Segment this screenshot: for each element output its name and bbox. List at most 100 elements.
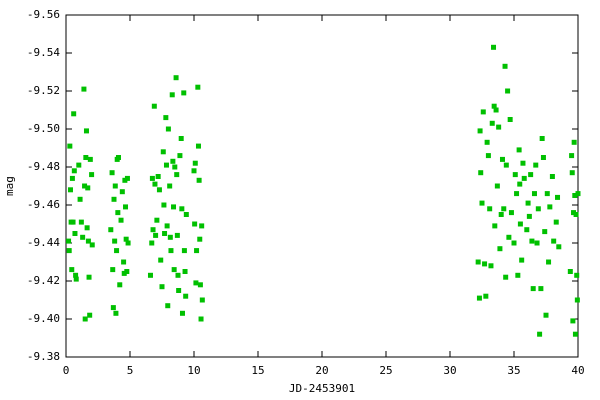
point [511,240,517,246]
point [177,153,183,159]
point [165,126,171,132]
point [167,183,173,189]
point [194,248,200,254]
point [485,153,491,159]
x-tick-label: 25 [379,364,392,377]
point [84,225,90,231]
point [77,196,83,202]
point [76,162,82,168]
point [123,204,129,210]
point [493,107,499,113]
point [555,194,561,200]
point [192,221,198,227]
point [519,257,525,263]
point [164,223,170,229]
point [153,232,159,238]
point [197,282,203,288]
point [86,274,92,280]
point [480,109,486,115]
y-tick-label: -9.50 [27,122,60,135]
point [539,136,545,141]
point [71,111,77,117]
point [537,331,543,337]
point [540,155,546,160]
point [499,156,505,162]
point [171,204,177,210]
y-tick-label: -9.52 [27,84,60,97]
point [115,155,121,160]
point [501,206,507,212]
point [496,124,502,130]
x-tick-label: 15 [251,364,264,377]
point [154,217,160,223]
point [567,269,573,274]
point [521,175,527,181]
point [538,286,544,292]
point [484,139,490,145]
point [149,175,155,181]
point [119,189,125,195]
point [551,238,557,244]
point [556,244,562,250]
point [167,234,173,240]
point [113,310,119,316]
point [66,248,72,254]
point [542,229,548,235]
point [163,162,169,168]
point [549,174,555,179]
point [507,117,513,122]
y-tick-label: -9.38 [27,350,60,363]
point [81,86,87,92]
point [85,238,91,244]
point [196,177,202,183]
point [110,267,116,273]
point [66,238,72,244]
point [117,282,123,288]
point [67,187,73,193]
point [199,223,205,229]
point [87,156,93,162]
x-tick-label: 35 [507,364,520,377]
point [83,128,89,134]
point [150,227,156,233]
y-tick-label: -9.42 [27,274,60,287]
point [535,206,541,212]
point [525,200,531,206]
y-tick-label: -9.44 [27,236,60,249]
point [494,183,500,189]
point [111,196,117,202]
point [502,63,508,69]
point [498,212,504,217]
x-axis-label: JD-2453901 [289,382,355,395]
point [546,259,552,265]
point [71,168,77,174]
point [112,238,118,244]
point [161,202,167,208]
point [479,200,485,206]
point [569,153,575,159]
y-tick-label: -9.54 [27,46,60,59]
point [512,172,518,178]
point [492,223,498,229]
point [517,181,523,187]
point [183,293,189,299]
point [165,303,171,309]
point [195,143,201,149]
point [530,286,536,292]
point [73,276,79,282]
point [70,219,76,225]
point [155,174,161,179]
point [575,191,581,197]
point [158,257,164,263]
point [478,170,484,176]
point [174,172,180,178]
point [553,219,559,225]
point [515,272,521,278]
point [195,84,201,90]
x-tick-label: 30 [443,364,456,377]
point [477,128,483,134]
point [571,139,577,145]
x-tick-label: 10 [187,364,200,377]
point [89,242,95,248]
point [534,240,540,246]
